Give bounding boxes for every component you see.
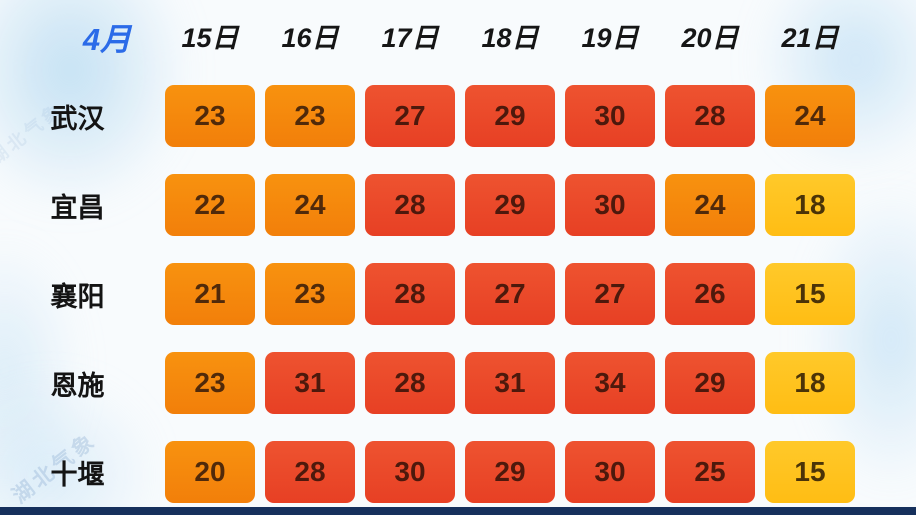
date-header: 17日 [381, 23, 439, 53]
temperature-cell: 31 [265, 352, 355, 414]
city-label: 宜昌 [50, 192, 105, 223]
temperature-cell: 15 [765, 441, 855, 503]
temperature-cell: 28 [365, 174, 455, 236]
temperature-cell: 27 [565, 263, 655, 325]
city-label: 武汉 [50, 103, 105, 134]
month-label: 4月 [82, 22, 132, 57]
date-header: 18日 [481, 23, 539, 53]
date-header: 20日 [681, 23, 739, 53]
temperature-cell: 26 [665, 263, 755, 325]
temperature-cell: 27 [365, 85, 455, 147]
temperature-cell: 29 [465, 441, 555, 503]
city-label: 襄阳 [50, 281, 105, 312]
temperature-cell: 22 [165, 174, 255, 236]
table-row: 武汉 23 23 27 29 30 28 24 [0, 85, 855, 147]
temperature-cell: 21 [165, 263, 255, 325]
temperature-cell: 30 [565, 174, 655, 236]
temperature-cell: 23 [165, 85, 255, 147]
temperature-cell: 18 [765, 352, 855, 414]
temperature-cell: 28 [365, 352, 455, 414]
table-row: 十堰 20 28 30 29 30 25 15 [0, 441, 855, 503]
date-header: 21日 [781, 23, 839, 53]
table-row: 襄阳 21 23 28 27 27 26 15 [0, 263, 855, 325]
temperature-cell: 28 [265, 441, 355, 503]
temperature-cell: 29 [465, 85, 555, 147]
date-header: 19日 [581, 23, 639, 53]
temperature-cell: 23 [265, 85, 355, 147]
temperature-cell: 28 [365, 263, 455, 325]
temperature-cell: 34 [565, 352, 655, 414]
city-label: 十堰 [50, 459, 105, 490]
temperature-cell: 29 [665, 352, 755, 414]
temperature-cell: 20 [165, 441, 255, 503]
temperature-cell: 28 [665, 85, 755, 147]
temperature-cell: 29 [465, 174, 555, 236]
temperature-cell: 24 [265, 174, 355, 236]
temperature-cell: 31 [465, 352, 555, 414]
temperature-cell: 30 [565, 85, 655, 147]
date-header: 15日 [181, 23, 239, 53]
temperature-cell: 24 [665, 174, 755, 236]
temperature-cell: 23 [265, 263, 355, 325]
temperature-cell: 23 [165, 352, 255, 414]
temperature-cell: 24 [765, 85, 855, 147]
bottom-strip [0, 507, 916, 515]
temperature-cell: 30 [565, 441, 655, 503]
temperature-cell: 25 [665, 441, 755, 503]
temperature-cell: 27 [465, 263, 555, 325]
city-label: 恩施 [50, 370, 105, 401]
table-row: 宜昌 22 24 28 29 30 24 18 [0, 174, 855, 236]
temperature-cell: 15 [765, 263, 855, 325]
temperature-cell: 30 [365, 441, 455, 503]
temperature-grid: 武汉 23 23 27 29 30 28 24 宜昌 22 24 28 29 30 24 18 襄阳 21 23 28… [0, 85, 855, 515]
date-header-row: 15日 16日 17日 18日 19日 20日 21日 [165, 16, 855, 55]
temperature-cell: 18 [765, 174, 855, 236]
date-header: 16日 [281, 23, 339, 53]
table-row: 恩施 23 31 28 31 34 29 18 [0, 352, 855, 414]
